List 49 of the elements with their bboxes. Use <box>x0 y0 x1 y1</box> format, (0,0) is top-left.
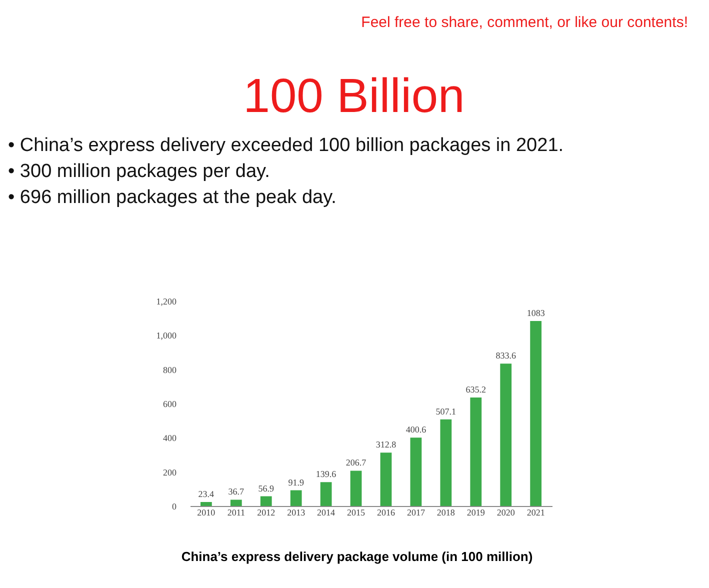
chart-title: 100 Billion <box>243 70 465 123</box>
data-label: 400.6 <box>406 424 427 435</box>
text: • China’s express delivery exceeded 100 billion packages in 2021. <box>8 135 564 156</box>
x-tick-label: 2017 <box>406 508 426 518</box>
bar <box>290 490 302 506</box>
text: China’s express delivery package volume (in 100 million) <box>181 549 533 564</box>
x-tick-label: 2015 <box>347 508 366 518</box>
bar <box>200 502 212 506</box>
data-label: 312.8 <box>376 440 397 450</box>
x-tick-label: 2014 <box>317 508 336 518</box>
data-label: 36.7 <box>228 486 245 497</box>
bar <box>470 397 482 506</box>
x-tick-label: 2021 <box>526 508 545 518</box>
y-tick-label: 1,200 <box>156 296 177 306</box>
bar <box>320 482 332 506</box>
x-tick-label: 2018 <box>436 508 456 518</box>
x-tick-label: 2020 <box>496 508 516 518</box>
y-tick-label: 800 <box>163 364 177 375</box>
y-tick-label: 1,000 <box>156 330 177 341</box>
y-tick-label: 400 <box>163 433 177 444</box>
data-label: 23.4 <box>198 489 215 500</box>
data-label: 91.9 <box>288 477 304 488</box>
y-tick-label: 600 <box>163 399 177 409</box>
data-label: 635.2 <box>466 384 486 394</box>
data-label: 56.9 <box>258 483 274 494</box>
x-tick-label: 2010 <box>197 508 216 518</box>
data-label: 833.6 <box>496 350 516 361</box>
data-label: 206.7 <box>346 458 367 468</box>
y-tick-label: 200 <box>163 467 177 478</box>
bar <box>410 438 422 506</box>
bar <box>500 364 512 506</box>
bar <box>260 496 272 506</box>
data-label: 1083 <box>526 308 546 318</box>
x-tick-label: 2012 <box>257 508 276 518</box>
bar <box>230 500 242 506</box>
text: • 696 million packages at the peak day. <box>8 187 336 208</box>
x-tick-label: 2016 <box>376 508 396 518</box>
bar <box>380 452 392 506</box>
y-tick-label: 0 <box>172 502 177 512</box>
text: • 300 million packages per day. <box>8 161 270 182</box>
bar <box>440 419 452 506</box>
x-tick-label: 2011 <box>227 508 245 518</box>
x-tick-label: 2019 <box>466 508 486 518</box>
data-label: 507.1 <box>436 406 456 416</box>
text: Feel free to share, comment, or like our contents! <box>361 14 688 31</box>
bar <box>530 320 542 506</box>
data-label: 139.6 <box>316 469 337 480</box>
x-tick-label: 2013 <box>287 508 306 518</box>
bar <box>350 470 362 506</box>
